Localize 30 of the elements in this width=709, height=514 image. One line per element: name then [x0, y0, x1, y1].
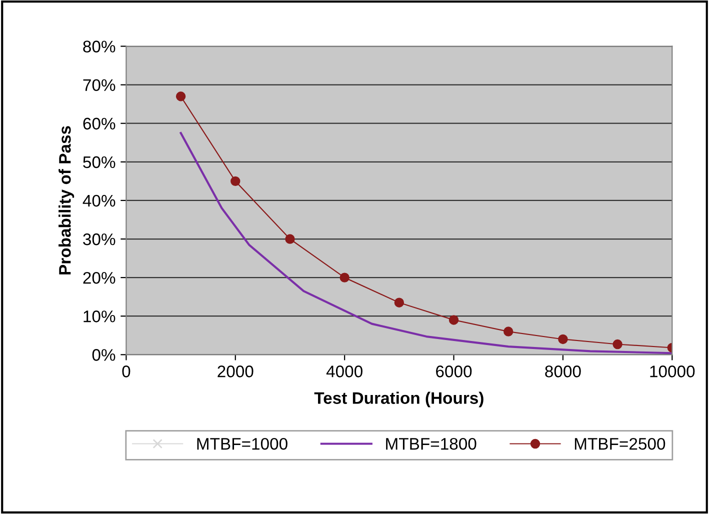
x-tick-label: 6000: [436, 366, 472, 378]
legend-label: MTBF=1000: [197, 438, 288, 450]
y-axis-title: Probability of Pass: [58, 126, 74, 274]
line-series: [180, 132, 672, 354]
point: [176, 92, 186, 102]
point: [230, 176, 240, 186]
y-tick-label: 40%: [82, 194, 116, 207]
x-tick-label: 2000: [218, 366, 254, 378]
point: [285, 234, 295, 244]
point: [503, 326, 514, 336]
x-tick-label: 8000: [545, 366, 581, 378]
point: [612, 339, 622, 350]
y-tick-label: 50%: [83, 156, 116, 168]
point: [340, 272, 350, 282]
point: [558, 334, 568, 344]
y-tick-label: 10%: [84, 310, 116, 322]
point: [448, 315, 459, 325]
point: [394, 298, 404, 308]
y-tick-label: 0%: [92, 349, 116, 361]
y-tick-label: 80%: [83, 40, 116, 52]
legend-label: MTBF=1800: [386, 438, 476, 450]
x-tick-label: 4000: [326, 366, 362, 378]
y-tick-label: 60%: [83, 118, 116, 130]
x-axis-title: Test Duration (Hours): [314, 392, 484, 408]
x-tick-label: 10000: [650, 366, 695, 378]
x-tick-label: 0: [122, 366, 130, 378]
y-tick-label: 70%: [83, 79, 116, 92]
y-tick-label: 20%: [83, 272, 116, 284]
y-tick-label: 30%: [83, 233, 116, 246]
legend-label: MTBF=2500: [574, 438, 666, 450]
